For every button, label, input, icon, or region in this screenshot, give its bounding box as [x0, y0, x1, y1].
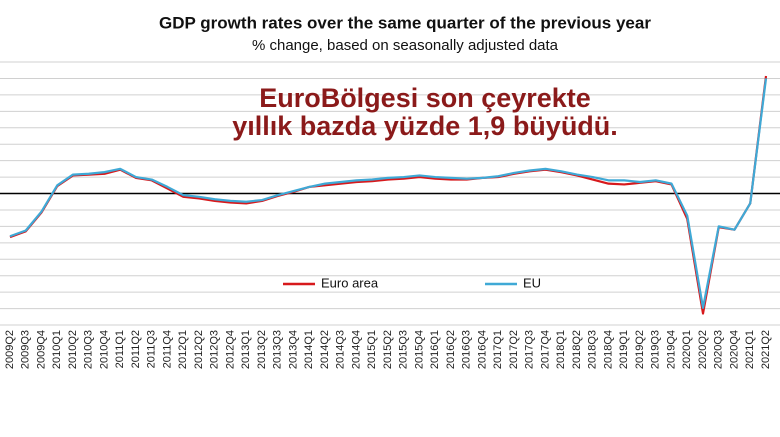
x-tick-label: 2014Q2: [319, 330, 331, 369]
x-tick-label: 2013Q3: [272, 330, 284, 369]
x-tick-label: 2010Q1: [51, 330, 63, 369]
x-tick-label: 2017Q4: [539, 330, 551, 369]
x-tick-label: 2018Q1: [555, 330, 567, 369]
x-tick-label: 2021Q1: [744, 330, 756, 369]
x-tick-label: 2009Q2: [4, 330, 16, 369]
x-tick-label: 2013Q1: [240, 330, 252, 369]
x-tick-label: 2012Q4: [224, 330, 236, 369]
x-tick-label: 2011Q1: [114, 330, 126, 368]
x-tick-label: 2011Q4: [161, 330, 173, 368]
x-tick-label: 2014Q4: [350, 330, 362, 369]
x-tick-label: 2016Q2: [445, 330, 457, 369]
legend-label: Euro area: [321, 275, 379, 290]
x-tick-label: 2012Q1: [177, 330, 189, 369]
x-tick-label: 2017Q2: [508, 330, 520, 369]
x-tick-label: 2020Q1: [681, 330, 693, 369]
x-tick-label: 2018Q4: [602, 330, 614, 369]
x-tick-label: 2013Q2: [256, 330, 268, 369]
x-tick-label: 2020Q3: [713, 330, 725, 369]
x-tick-label: 2014Q1: [303, 330, 315, 369]
x-tick-label: 2015Q4: [413, 330, 425, 369]
chart-title: GDP growth rates over the same quarter o…: [159, 13, 651, 32]
chart-subtitle: % change, based on seasonally adjusted d…: [252, 37, 559, 54]
x-tick-label: 2019Q2: [634, 330, 646, 369]
x-tick-label: 2016Q1: [429, 330, 441, 369]
x-tick-label: 2010Q2: [67, 330, 79, 369]
x-tick-label: 2020Q4: [728, 330, 740, 369]
x-tick-label: 2010Q3: [83, 330, 95, 369]
x-tick-label: 2016Q3: [461, 330, 473, 369]
x-tick-label: 2015Q1: [366, 330, 378, 369]
x-tick-label: 2020Q2: [697, 330, 709, 369]
x-tick-label: 2018Q3: [587, 330, 599, 369]
series-line: [9, 78, 768, 309]
x-tick-label: 2009Q3: [20, 330, 32, 369]
x-tick-label: 2019Q4: [665, 330, 677, 369]
annotation: EuroBölgesi son çeyrekte: [259, 83, 591, 113]
x-tick-label: 2019Q1: [618, 330, 630, 369]
x-tick-label: 2015Q3: [398, 330, 410, 369]
x-tick-label: 2011Q2: [130, 330, 142, 368]
x-tick-label: 2013Q4: [287, 330, 299, 369]
x-tick-label: 2017Q3: [524, 330, 536, 369]
x-tick-label: 2012Q3: [209, 330, 221, 369]
legend-label: EU: [523, 275, 541, 290]
x-tick-label: 2019Q3: [650, 330, 662, 369]
x-tick-label: 2009Q4: [35, 330, 47, 369]
x-tick-label: 2016Q4: [476, 330, 488, 369]
x-tick-label: 2015Q2: [382, 330, 394, 369]
x-tick-label: 2014Q3: [335, 330, 347, 369]
x-tick-label: 2010Q4: [98, 330, 110, 369]
x-tick-label: 2011Q3: [146, 330, 158, 368]
annotation: yıllık bazda yüzde 1,9 büyüdü.: [232, 111, 618, 141]
x-tick-label: 2021Q2: [760, 330, 772, 369]
x-tick-label: 2012Q2: [193, 330, 205, 369]
x-tick-label: 2018Q2: [571, 330, 583, 369]
x-tick-label: 2017Q1: [492, 330, 504, 369]
